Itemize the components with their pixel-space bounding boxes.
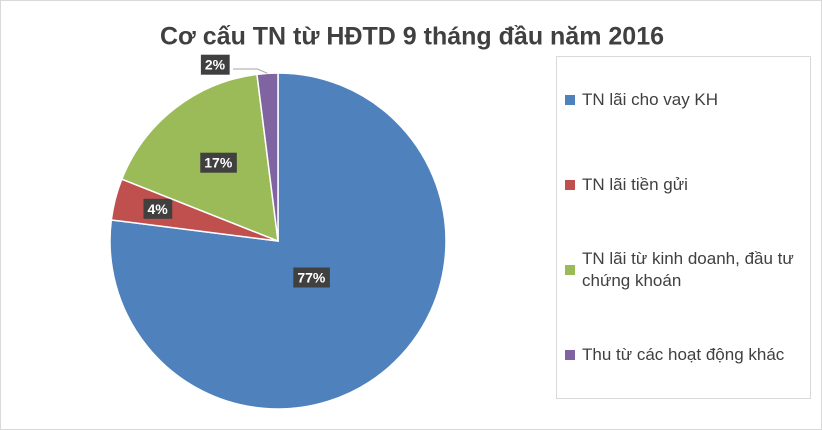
legend-item: Thu từ các hoạt động khác	[557, 313, 810, 398]
pie-slice	[109, 72, 447, 410]
legend-label: Thu từ các hoạt động khác	[582, 345, 785, 365]
legend-label: TN lãi từ kinh doanh, đầu tư chứng khoán	[582, 249, 794, 291]
data-label-box	[143, 198, 173, 219]
legend-swatch	[565, 94, 575, 105]
data-label-box	[200, 54, 230, 75]
legend-swatch	[565, 179, 575, 190]
pie-slice	[120, 73, 279, 243]
legend-swatch	[565, 350, 575, 361]
data-label: 2%	[205, 57, 226, 73]
data-label-box	[200, 152, 237, 173]
data-label-box	[293, 267, 330, 288]
legend-item: TN lãi cho vay KH	[557, 57, 810, 142]
legend-item: TN lãi tiền gửi	[557, 142, 810, 227]
data-label: 77%	[297, 270, 326, 286]
legend-swatch	[565, 265, 575, 276]
chart-title: Cơ cấu TN từ HĐTD 9 tháng đầu năm 2016	[160, 23, 664, 51]
legend: TN lãi cho vay KH TN lãi tiền gửi TN lãi t…	[556, 56, 811, 399]
legend-label: TN lãi tiền gửi	[582, 174, 688, 194]
leader-line	[233, 68, 268, 74]
legend-label: TN lãi cho vay KH	[582, 89, 719, 109]
data-label: 4%	[147, 201, 168, 217]
legend-item: TN lãi từ kinh doanh, đầu tư chứng khoán	[557, 228, 810, 313]
data-label: 17%	[204, 155, 233, 171]
